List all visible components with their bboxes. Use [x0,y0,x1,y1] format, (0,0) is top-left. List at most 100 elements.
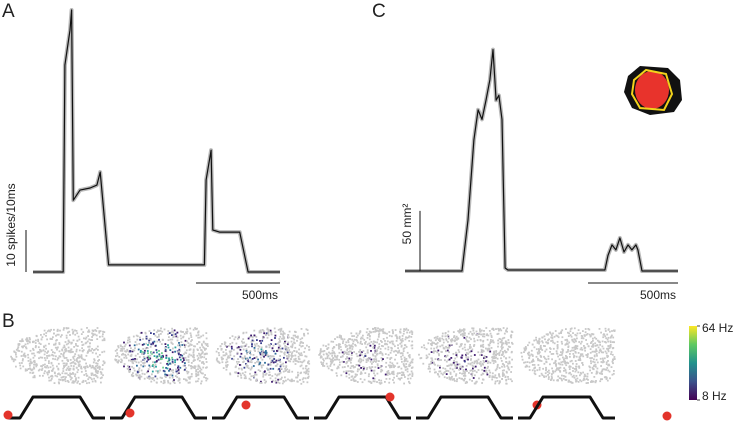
cell [159,362,162,364]
cell [91,366,94,369]
cell [177,370,180,373]
cell [445,338,448,340]
cell [509,346,511,348]
cell [445,355,448,358]
cell [571,346,574,349]
cell [38,357,40,360]
cell [142,338,144,340]
cell [246,352,248,355]
cell [465,351,468,354]
cell [468,372,470,374]
cell [65,336,68,339]
cell [32,340,34,343]
cell [151,365,154,367]
cell [70,377,73,379]
cell [602,334,605,336]
cell [405,336,407,339]
cell [226,345,228,348]
cell [286,343,289,346]
cell [301,337,304,340]
cell [223,343,226,345]
cell [543,345,545,347]
cell [455,367,458,369]
cell [444,332,447,335]
cell [161,352,163,354]
cell [377,335,380,338]
cell [166,363,168,365]
cell [58,372,60,375]
cell [345,375,348,378]
cell [181,357,184,359]
cell [550,336,553,339]
cell [492,360,495,362]
cell [36,351,39,354]
cell [501,378,503,380]
cell [69,374,71,377]
cell [251,339,254,342]
cell [90,339,92,341]
cell [74,329,76,332]
cell [584,328,587,330]
cell [131,350,134,353]
cell [41,369,43,371]
cell [453,370,456,373]
cell [448,351,450,354]
cell [80,341,83,343]
cell [366,367,369,369]
cell [274,343,277,345]
cell [138,356,141,358]
cell [571,338,574,341]
cell [24,369,27,372]
cell [162,366,164,369]
cell [32,352,35,355]
cell [467,348,469,351]
cell [358,368,361,371]
cell [491,372,494,375]
cell [360,371,362,374]
cell [339,343,341,346]
cell [142,359,145,361]
cell [56,333,59,336]
cell [76,371,79,374]
cell [538,338,541,340]
cell [303,371,306,374]
cell [95,365,97,368]
cell [217,352,220,354]
cell [205,377,207,379]
cell [196,354,199,357]
cell [367,357,369,360]
cell [496,357,499,360]
cell [601,357,604,360]
cell [186,330,189,333]
cell [435,371,437,374]
cell [588,328,591,331]
cell [148,337,151,340]
cell [129,350,132,353]
cell [75,344,77,347]
cell [300,382,303,385]
cell [593,361,596,364]
cell [471,327,474,330]
cell [135,361,138,364]
cell [596,354,598,357]
cell [401,360,403,363]
cell [431,361,434,364]
cell [565,364,568,367]
cell [62,352,65,355]
cell [244,357,246,359]
cell [42,364,45,366]
cell [20,355,23,357]
cell [605,361,608,364]
cell [231,347,233,350]
cell [183,378,185,380]
cell [248,351,250,353]
cell [70,341,73,344]
cell [477,335,480,338]
cell [324,357,327,360]
cell [283,351,286,354]
cell [492,329,495,331]
cell [549,331,551,334]
cell [279,330,282,333]
cell [202,341,205,344]
cell [428,365,430,368]
